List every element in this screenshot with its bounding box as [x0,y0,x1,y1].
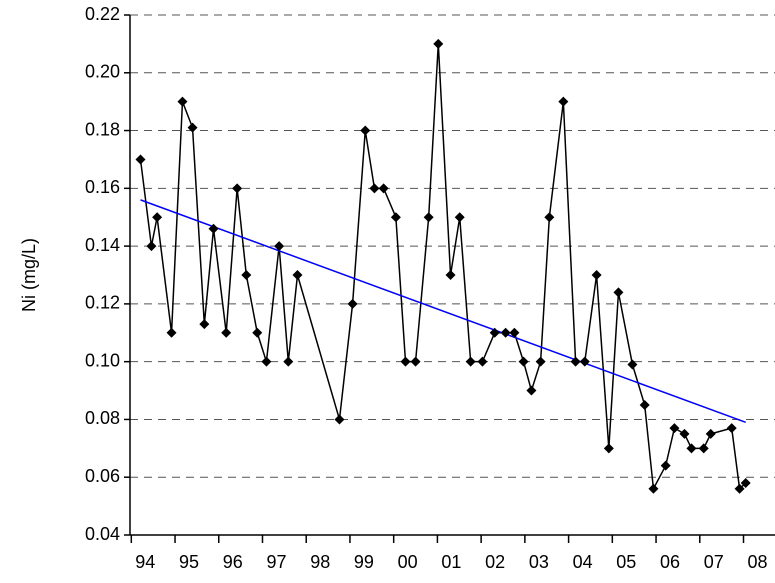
marker [698,443,709,454]
marker [734,483,745,494]
marker [544,212,555,223]
marker [679,428,690,439]
x-tick-label: 94 [135,552,155,572]
y-tick-label: 0.14 [85,235,120,255]
marker [648,483,659,494]
marker [146,241,157,252]
marker [518,356,529,367]
y-axis-label: Ni (mg/L) [19,238,39,312]
marker [135,154,146,165]
marker [423,212,434,223]
marker [526,385,537,396]
marker [686,443,697,454]
y-tick-label: 0.18 [85,119,120,139]
marker [221,327,232,338]
x-tick-label: 98 [310,552,330,572]
marker [369,183,380,194]
x-tick-label: 03 [529,552,549,572]
marker [489,327,500,338]
y-tick-label: 0.20 [85,62,120,82]
x-tick-label: 08 [747,552,767,572]
marker [613,287,624,298]
marker [390,212,401,223]
x-tick-label: 01 [441,552,461,572]
marker [274,241,285,252]
x-tick-label: 00 [398,552,418,572]
marker [660,460,671,471]
marker [603,443,614,454]
x-tick-label: 99 [354,552,374,572]
marker [639,400,650,410]
marker [445,270,456,280]
y-tick-label: 0.08 [85,408,120,428]
marker [232,183,243,194]
marker [433,38,444,49]
x-tick-label: 04 [573,552,593,572]
x-tick-label: 96 [223,552,243,572]
marker [347,298,358,309]
y-tick-label: 0.10 [85,350,120,370]
marker [454,212,465,223]
marker [558,96,569,107]
marker [591,270,602,280]
marker [187,122,198,133]
x-tick-label: 05 [616,552,636,572]
marker [627,359,638,370]
marker [252,327,263,338]
marker [208,223,219,234]
marker [400,356,411,367]
marker [705,428,716,439]
marker [378,183,389,194]
marker [509,327,520,338]
x-tick-label: 06 [660,552,680,572]
marker [166,327,177,338]
marker [465,356,476,367]
marker [152,212,163,223]
marker [740,478,751,488]
x-tick-label: 95 [179,552,199,572]
marker [199,319,210,330]
marker [261,356,272,367]
marker [669,423,680,434]
marker [360,125,371,136]
marker [410,356,421,367]
data-line [139,43,747,492]
marker [241,270,252,280]
y-tick-label: 0.06 [85,466,120,486]
y-tick-label: 0.16 [85,177,120,197]
marker [579,356,590,367]
marker [292,270,303,280]
x-tick-label: 97 [266,552,286,572]
y-tick-label: 0.22 [85,4,120,24]
marker [177,96,188,107]
marker [500,327,511,338]
y-tick-label: 0.04 [85,524,120,544]
marker [726,423,737,434]
x-tick-label: 07 [704,552,724,572]
marker [334,414,345,425]
marker [283,356,294,367]
marker [477,356,488,367]
y-tick-label: 0.12 [85,293,120,313]
marker [535,356,546,367]
x-tick-label: 02 [485,552,505,572]
marker [570,356,581,367]
trend-line [140,199,746,424]
